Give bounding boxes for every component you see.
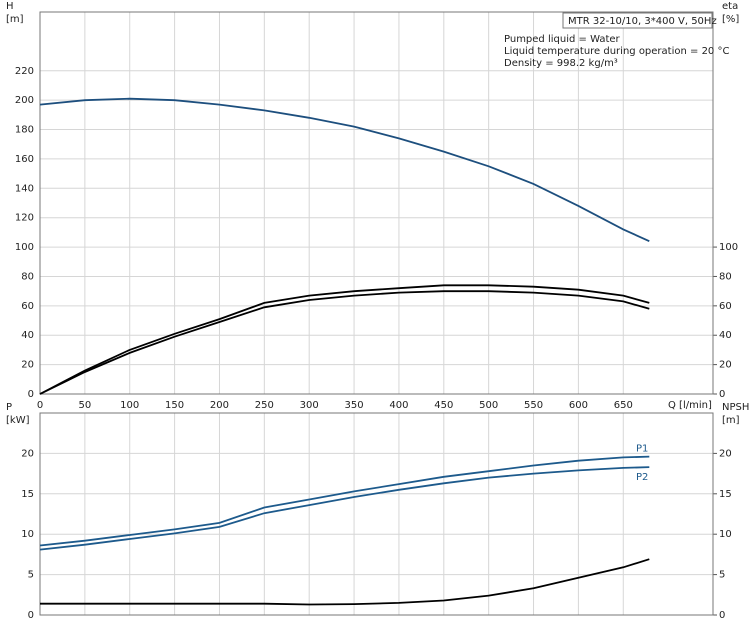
y-tick-label: 0	[28, 610, 34, 621]
curve	[39, 284, 650, 395]
y-tick-label: 60	[21, 301, 34, 312]
x-tick-label: 550	[524, 400, 543, 411]
info-text: MTR 32-10/10, 3*400 V, 50Hz	[568, 16, 717, 27]
x-tick-label: 450	[434, 400, 453, 411]
y2-tick-label: 0	[719, 389, 725, 400]
curve	[39, 466, 650, 551]
y2-axis-label: NPSH	[722, 402, 749, 413]
y-tick-label: 80	[21, 271, 34, 282]
y2-axis-label: [m]	[722, 415, 740, 426]
curve	[39, 97, 650, 243]
y2-tick-label: 15	[719, 489, 732, 500]
y2-axis-label: eta	[722, 1, 738, 12]
y-axis-label: H	[6, 1, 14, 12]
curve	[39, 455, 650, 547]
x-tick-label: 650	[614, 400, 633, 411]
plot-frame	[39, 11, 714, 395]
plot-frame	[39, 412, 714, 616]
y-axis-label: [kW]	[6, 415, 30, 426]
info-text: Liquid temperature during operation = 20…	[504, 46, 729, 57]
y2-tick-label: 0	[719, 610, 725, 621]
y2-tick-label: 10	[719, 529, 732, 540]
y-tick-label: 120	[15, 213, 34, 224]
y-tick-label: 15	[21, 489, 34, 500]
y-tick-label: 160	[15, 154, 34, 165]
y2-tick-label: 60	[719, 301, 732, 312]
y-tick-label: 180	[15, 125, 34, 136]
curve	[40, 558, 650, 606]
x-tick-label: 200	[210, 400, 229, 411]
y2-tick-label: 20	[719, 360, 732, 371]
y2-tick-label: 5	[719, 570, 725, 581]
x-tick-label: 150	[165, 400, 184, 411]
y2-axis-label: [%]	[722, 14, 739, 25]
y2-tick-label: 80	[719, 271, 732, 282]
y-axis-label: [m]	[6, 14, 24, 25]
x-tick-label: 600	[569, 400, 588, 411]
x-tick-label: 350	[345, 400, 364, 411]
y-tick-label: 0	[28, 389, 34, 400]
y2-tick-label: 40	[719, 330, 732, 341]
x-tick-label: 300	[300, 400, 319, 411]
x-axis-label: Q [l/min]	[668, 400, 712, 411]
x-tick-label: 0	[37, 400, 43, 411]
x-tick-label: 500	[479, 400, 498, 411]
series-label: P2	[636, 472, 648, 483]
y2-tick-label: 20	[719, 448, 732, 459]
y-tick-label: 20	[21, 448, 34, 459]
y-tick-label: 10	[21, 529, 34, 540]
y-axis-label: P	[6, 402, 12, 413]
info-text: Density = 998.2 kg/m³	[504, 58, 618, 69]
y-tick-label: 100	[15, 242, 34, 253]
y-tick-label: 40	[21, 330, 34, 341]
x-tick-label: 250	[255, 400, 274, 411]
curve	[39, 290, 650, 395]
info-text: Pumped liquid = Water	[504, 34, 621, 45]
y-tick-label: 220	[15, 66, 34, 77]
x-tick-label: 400	[389, 400, 408, 411]
y-tick-label: 200	[15, 95, 34, 106]
series-label: P1	[636, 444, 648, 455]
y2-tick-label: 100	[719, 242, 738, 253]
y-tick-label: 20	[21, 360, 34, 371]
info-box	[562, 12, 713, 29]
y-tick-label: 140	[15, 183, 34, 194]
y-tick-label: 5	[28, 570, 34, 581]
x-tick-label: 50	[78, 400, 91, 411]
x-tick-label: 100	[120, 400, 139, 411]
